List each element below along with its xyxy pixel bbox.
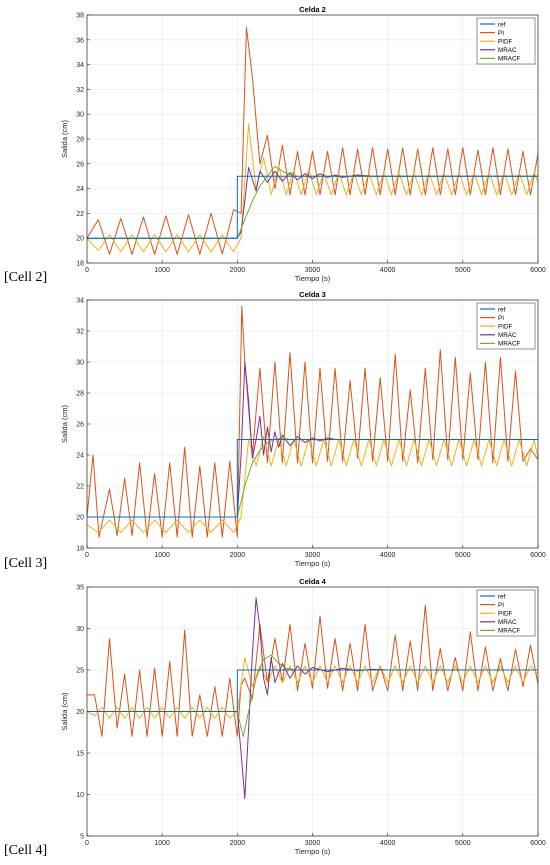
legend-label-mracf: MRACF	[498, 341, 521, 348]
y-tick-label: 25	[76, 668, 84, 675]
x-tick-label: 2000	[230, 267, 246, 274]
legend-label-pi: PI	[498, 602, 504, 609]
chart-title: Celda 4	[299, 577, 327, 586]
series-line-pi	[87, 26, 538, 255]
x-tick-label: 0	[85, 267, 89, 274]
x-tick-label: 4000	[380, 267, 396, 274]
y-tick-label: 28	[76, 137, 84, 144]
y-axis-label: Salida (cm)	[60, 120, 69, 158]
y-tick-label: 26	[76, 161, 84, 168]
y-tick-label: 34	[76, 62, 84, 69]
x-tick-label: 6000	[530, 267, 546, 274]
series-line-pi	[87, 604, 538, 737]
caption-cell-2: [Cell 2]	[4, 270, 48, 285]
chart-panel-4: 0 1000 2000 3000 4000 5000 6000 5 10 15 20 25 30 35 Ce…	[60, 577, 546, 856]
legend-label-pi: PI	[498, 315, 504, 322]
x-tick-label: 0	[85, 552, 89, 559]
y-tick-label: 36	[76, 37, 84, 44]
axes-box	[86, 586, 539, 837]
y-tick-label: 35	[76, 585, 84, 592]
chart-title: Celda 3	[299, 290, 326, 299]
chart-panel-2: 0 1000 2000 3000 4000 5000 6000 18 20 22 24 26 28 30 3…	[60, 5, 546, 283]
legend-label-mrac: MRAC	[498, 332, 517, 339]
x-tick-label: 1000	[154, 267, 170, 274]
y-tick-label: 30	[76, 626, 84, 633]
x-tick-label: 6000	[530, 840, 546, 847]
y-tick-label: 20	[76, 709, 84, 716]
x-tick-label: 3000	[305, 552, 321, 559]
x-tick-label: 5000	[455, 267, 471, 274]
axes-box	[86, 299, 539, 549]
y-tick-label: 30	[76, 112, 84, 119]
x-tick-label: 3000	[305, 840, 321, 847]
series-line-pi	[87, 305, 538, 538]
x-tick-label: 2000	[230, 552, 246, 559]
y-tick-label: 32	[76, 329, 84, 336]
y-tick-label: 20	[76, 515, 84, 522]
axes-box	[86, 14, 539, 264]
x-tick-label: 3000	[305, 267, 321, 274]
legend-label-ref: ref	[498, 21, 506, 28]
x-tick-label: 5000	[455, 552, 471, 559]
y-tick-label: 5	[80, 834, 84, 841]
x-tick-label: 0	[85, 840, 89, 847]
chart-panel-3: 0 1000 2000 3000 4000 5000 6000 18 20 22 24 26 28 30 3…	[60, 290, 546, 568]
series-line-ref	[87, 669, 538, 712]
y-tick-label: 24	[76, 453, 84, 460]
y-tick-label: 26	[76, 422, 84, 429]
y-tick-label: 38	[76, 13, 84, 20]
legend-label-mracf: MRACF	[498, 628, 521, 635]
y-tick-label: 32	[76, 87, 84, 94]
series-line-pidf	[87, 657, 538, 719]
y-tick-label: 24	[76, 186, 84, 193]
legend-label-pidf: PIDF	[498, 611, 512, 618]
y-axis-label: Salida (cm)	[60, 405, 69, 443]
x-tick-label: 4000	[380, 840, 396, 847]
legend-label-mrac: MRAC	[498, 619, 517, 626]
caption-cell-4: [Cell 4]	[4, 843, 48, 858]
x-axis-label: Tiempo (s)	[295, 847, 331, 856]
x-axis-label: Tiempo (s)	[295, 559, 331, 568]
x-tick-label: 4000	[380, 552, 396, 559]
series-line-ref	[87, 175, 538, 239]
x-tick-label: 1000	[154, 840, 170, 847]
caption-cell-3: [Cell 3]	[4, 556, 48, 571]
legend-label-mrac: MRAC	[498, 47, 517, 54]
y-tick-label: 15	[76, 751, 84, 758]
legend-label-pidf: PIDF	[498, 39, 512, 46]
y-tick-label: 10	[76, 792, 84, 799]
y-tick-label: 22	[76, 211, 84, 218]
y-tick-label: 18	[76, 546, 84, 553]
series-line-pidf	[87, 123, 538, 253]
legend-label-pidf: PIDF	[498, 324, 512, 331]
x-axis-label: Tiempo (s)	[295, 274, 331, 283]
y-axis-label: Salida (cm)	[60, 692, 69, 730]
legend-label-mracf: MRACF	[498, 56, 521, 63]
series-line-ref	[87, 439, 538, 518]
y-tick-label: 20	[76, 236, 84, 243]
x-tick-label: 1000	[154, 552, 170, 559]
y-tick-label: 22	[76, 484, 84, 491]
y-tick-label: 30	[76, 360, 84, 367]
legend-label-ref: ref	[498, 593, 506, 600]
x-tick-label: 5000	[455, 840, 471, 847]
series-line-mrac	[87, 597, 538, 800]
y-tick-label: 18	[76, 261, 84, 268]
y-tick-label: 28	[76, 391, 84, 398]
x-tick-label: 6000	[530, 552, 546, 559]
legend-label-pi: PI	[498, 30, 504, 37]
chart-title: Celda 2	[299, 5, 326, 14]
x-tick-label: 2000	[230, 840, 246, 847]
legend-label-ref: ref	[498, 306, 506, 313]
y-tick-label: 34	[76, 298, 84, 305]
